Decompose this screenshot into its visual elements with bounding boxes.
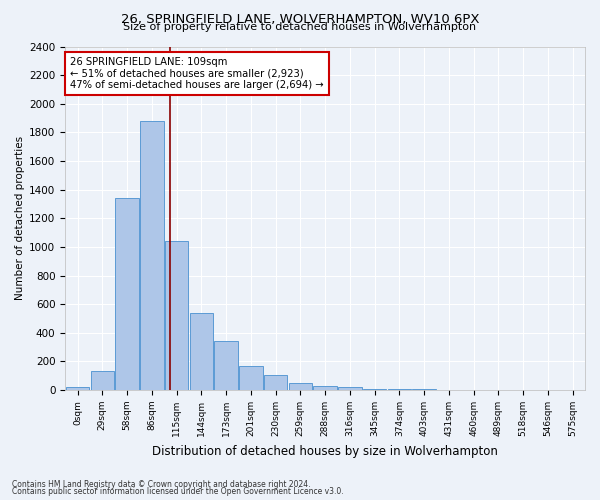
Bar bbox=[66, 387, 89, 390]
Text: 26, SPRINGFIELD LANE, WOLVERHAMPTON, WV10 6PX: 26, SPRINGFIELD LANE, WOLVERHAMPTON, WV1… bbox=[121, 12, 479, 26]
X-axis label: Distribution of detached houses by size in Wolverhampton: Distribution of detached houses by size … bbox=[152, 444, 498, 458]
Text: Contains HM Land Registry data © Crown copyright and database right 2024.: Contains HM Land Registry data © Crown c… bbox=[12, 480, 311, 489]
Bar bbox=[313, 386, 337, 390]
Text: 26 SPRINGFIELD LANE: 109sqm
← 51% of detached houses are smaller (2,923)
47% of : 26 SPRINGFIELD LANE: 109sqm ← 51% of det… bbox=[70, 57, 324, 90]
Bar bbox=[363, 388, 386, 390]
Bar bbox=[165, 241, 188, 390]
Bar bbox=[190, 313, 213, 390]
Bar bbox=[140, 121, 164, 390]
Bar bbox=[239, 366, 263, 390]
Text: Size of property relative to detached houses in Wolverhampton: Size of property relative to detached ho… bbox=[124, 22, 476, 32]
Bar bbox=[115, 198, 139, 390]
Bar bbox=[289, 383, 312, 390]
Bar bbox=[264, 375, 287, 390]
Y-axis label: Number of detached properties: Number of detached properties bbox=[15, 136, 25, 300]
Bar bbox=[91, 372, 114, 390]
Text: Contains public sector information licensed under the Open Government Licence v3: Contains public sector information licen… bbox=[12, 488, 344, 496]
Bar bbox=[214, 342, 238, 390]
Bar bbox=[338, 387, 362, 390]
